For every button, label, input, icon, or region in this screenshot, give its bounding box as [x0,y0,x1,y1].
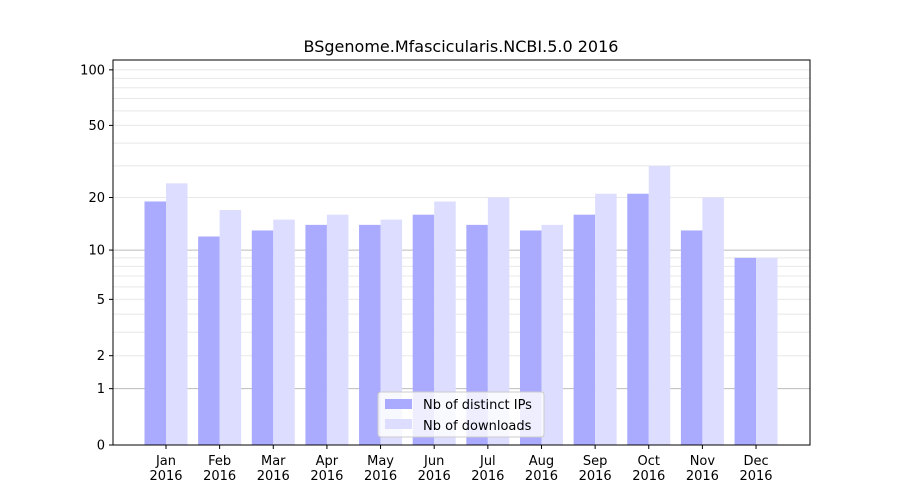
bar-ips [519,230,542,445]
bar-ips [734,257,757,445]
legend-label-downloads: Nb of downloads [423,419,532,434]
y-tick-label: 20 [88,191,105,206]
legend-box [377,391,545,438]
bar-ips [251,230,274,445]
x-tick-label: Jul 2016 [471,454,504,484]
bar-ips [627,193,649,445]
y-tick-label: 10 [88,244,105,259]
bar-ips [466,224,488,445]
y-tick-label: 1 [97,382,105,397]
x-tick-label: Sep 2016 [579,454,612,484]
x-tick-label: Mar 2016 [257,454,290,484]
bar-ips [305,224,327,445]
y-tick-label: 50 [88,119,105,134]
x-tick-label: Dec 2016 [739,454,772,484]
y-tick-label: 2 [97,349,105,364]
x-tick-label: Apr 2016 [310,454,343,484]
legend-swatch-downloads [385,419,412,429]
bar-ips [144,201,166,445]
y-tick-label: 100 [80,63,105,78]
axes-frame [112,59,811,446]
y-tick-label: 0 [97,439,105,454]
x-tick-label: May 2016 [364,454,397,484]
x-tick-label: Feb 2016 [203,454,236,484]
bar-downloads [273,219,295,445]
bar-downloads [487,197,510,445]
bar-ips [198,236,220,445]
x-tick-label: Jun 2016 [418,454,451,484]
bar-downloads [756,257,778,445]
bar-ips [359,224,381,445]
bar-ips [680,230,703,445]
x-tick-label: Aug 2016 [525,454,558,484]
bar-downloads [326,214,349,445]
legend-swatch-ips [385,399,412,409]
bar-downloads [648,165,671,445]
bar-downloads [166,183,188,445]
bar-ips [573,214,596,445]
bar-downloads [702,197,724,445]
y-tick-label: 5 [97,293,105,308]
bar-ips [412,214,435,445]
bar-downloads [380,219,403,445]
legend-label-ips: Nb of distinct IPs [423,398,532,413]
bar-downloads [595,193,617,445]
bar-downloads [219,210,242,445]
x-tick-label: Oct 2016 [632,454,665,484]
bar-downloads [541,224,563,445]
x-tick-label: Jan 2016 [149,454,182,484]
x-tick-label: Nov 2016 [686,454,719,484]
legend: Nb of distinct IPs Nb of downloads [377,391,545,438]
chart-title: BSgenome.Mfascicularis.NCBI.5.0 2016 [304,37,619,56]
bar-downloads [434,201,456,445]
